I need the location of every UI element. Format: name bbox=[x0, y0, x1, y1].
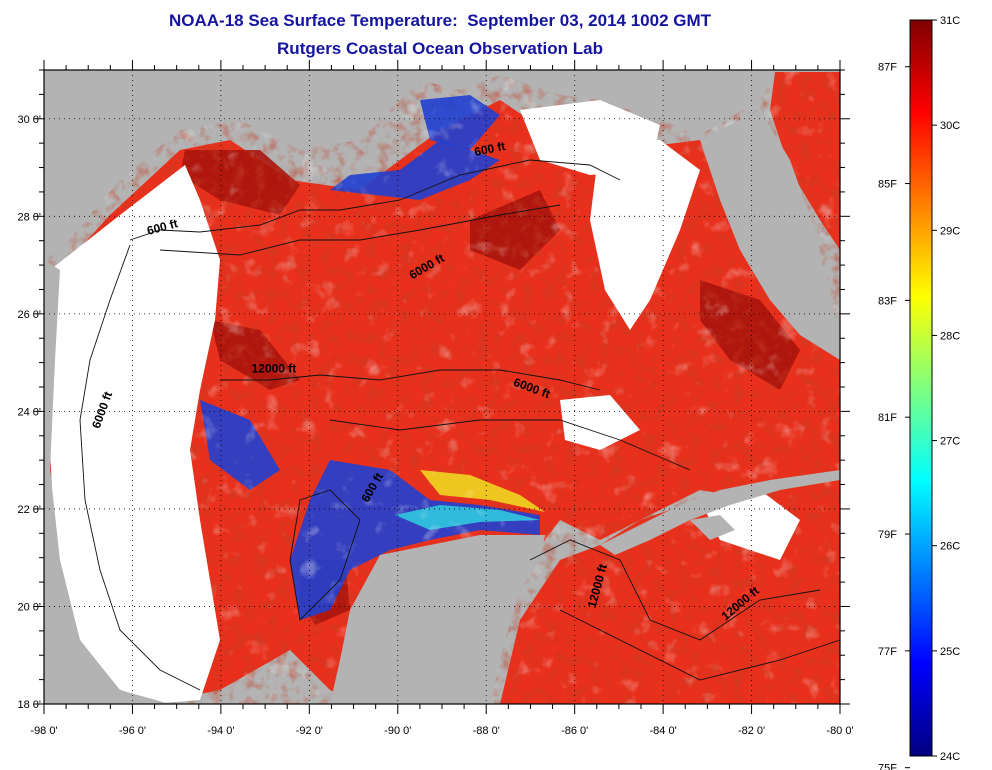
fahrenheit-label: 85F bbox=[878, 179, 897, 191]
lat-tick-label: 24 0' bbox=[17, 406, 41, 418]
lon-tick-label: -94 0' bbox=[207, 725, 234, 737]
lon-tick-label: -84 0' bbox=[650, 725, 677, 737]
contour-depth-label: 600 ft bbox=[473, 139, 507, 159]
graticule bbox=[44, 70, 840, 704]
lat-tick-label: 28 0' bbox=[17, 211, 41, 223]
contour-600ft-yucatan bbox=[289, 489, 361, 621]
contour-600ft-west bbox=[129, 159, 621, 241]
land-us-north bbox=[44, 70, 840, 260]
lon-tick-label: -82 0' bbox=[738, 725, 765, 737]
map-subtitle: Rutgers Coastal Ocean Observation Lab bbox=[277, 39, 603, 58]
lat-tick-label: 30 0' bbox=[17, 114, 41, 126]
contour-6000ft-central bbox=[159, 204, 561, 256]
contour-6000ft-east bbox=[329, 419, 691, 471]
map-frame bbox=[43, 69, 841, 705]
land-isle-of-youth bbox=[690, 515, 735, 540]
celsius-label: 30C bbox=[940, 120, 960, 132]
lon-tick-label: -80 0' bbox=[826, 725, 853, 737]
celsius-label: 31C bbox=[940, 15, 960, 27]
fahrenheit-label: 83F bbox=[878, 295, 897, 307]
contour-6000ft-west bbox=[79, 244, 201, 691]
fahrenheit-label: 77F bbox=[878, 646, 897, 658]
lon-tick-label: -88 0' bbox=[473, 725, 500, 737]
colorbar-gradient bbox=[909, 19, 933, 757]
celsius-label: 27C bbox=[940, 436, 960, 448]
lat-tick-label: 22 0' bbox=[17, 504, 41, 516]
contour-12000ft-south bbox=[559, 609, 840, 681]
land-yucatan bbox=[330, 535, 545, 704]
celsius-label: 26C bbox=[940, 541, 960, 553]
fahrenheit-label: 81F bbox=[878, 412, 897, 424]
map-axes: -98 0' -96 0' -94 0' -92 0' -90 0' -88 0' -86 … bbox=[17, 60, 854, 737]
land-florida bbox=[700, 110, 840, 360]
celsius-label: 28C bbox=[940, 330, 960, 342]
fahrenheit-label: 87F bbox=[878, 62, 897, 74]
celsius-label: 29C bbox=[940, 225, 960, 237]
contour-12000ft-caribbean bbox=[529, 539, 821, 641]
lon-tick-label: -96 0' bbox=[119, 725, 146, 737]
colorbar-ticks: 31C 30C 29C 28C 27C 26C 25C 24C 87F 85F 83F 81F 79F 7… bbox=[878, 15, 960, 770]
lat-tick-label: 20 0' bbox=[17, 601, 41, 613]
land-cuba bbox=[600, 470, 840, 555]
lon-tick-label: -86 0' bbox=[561, 725, 588, 737]
celsius-label: 24C bbox=[940, 751, 960, 763]
map-plot-area bbox=[44, 70, 840, 704]
lon-tick-label: -92 0' bbox=[296, 725, 323, 737]
lat-tick-label: 26 0' bbox=[17, 309, 41, 321]
fahrenheit-label: 79F bbox=[878, 529, 897, 541]
lon-tick-label: -98 0' bbox=[30, 725, 57, 737]
contour-depth-label: 12000 ft bbox=[252, 361, 297, 375]
land-mexico-west bbox=[44, 260, 170, 704]
temperature-colorbar: 31C 30C 29C 28C 27C 26C 25C 24C 87F 85F 83F 81F 79F 7… bbox=[878, 15, 960, 770]
celsius-label: 25C bbox=[940, 646, 960, 658]
bathymetry-contours bbox=[79, 159, 840, 691]
lon-tick-label: -90 0' bbox=[384, 725, 411, 737]
contour-12000ft bbox=[220, 369, 601, 391]
lat-tick-label: 18 0' bbox=[17, 699, 41, 711]
map-title: NOAA-18 Sea Surface Temperature: Septemb… bbox=[168, 11, 712, 30]
fahrenheit-label: 75F bbox=[878, 763, 897, 770]
